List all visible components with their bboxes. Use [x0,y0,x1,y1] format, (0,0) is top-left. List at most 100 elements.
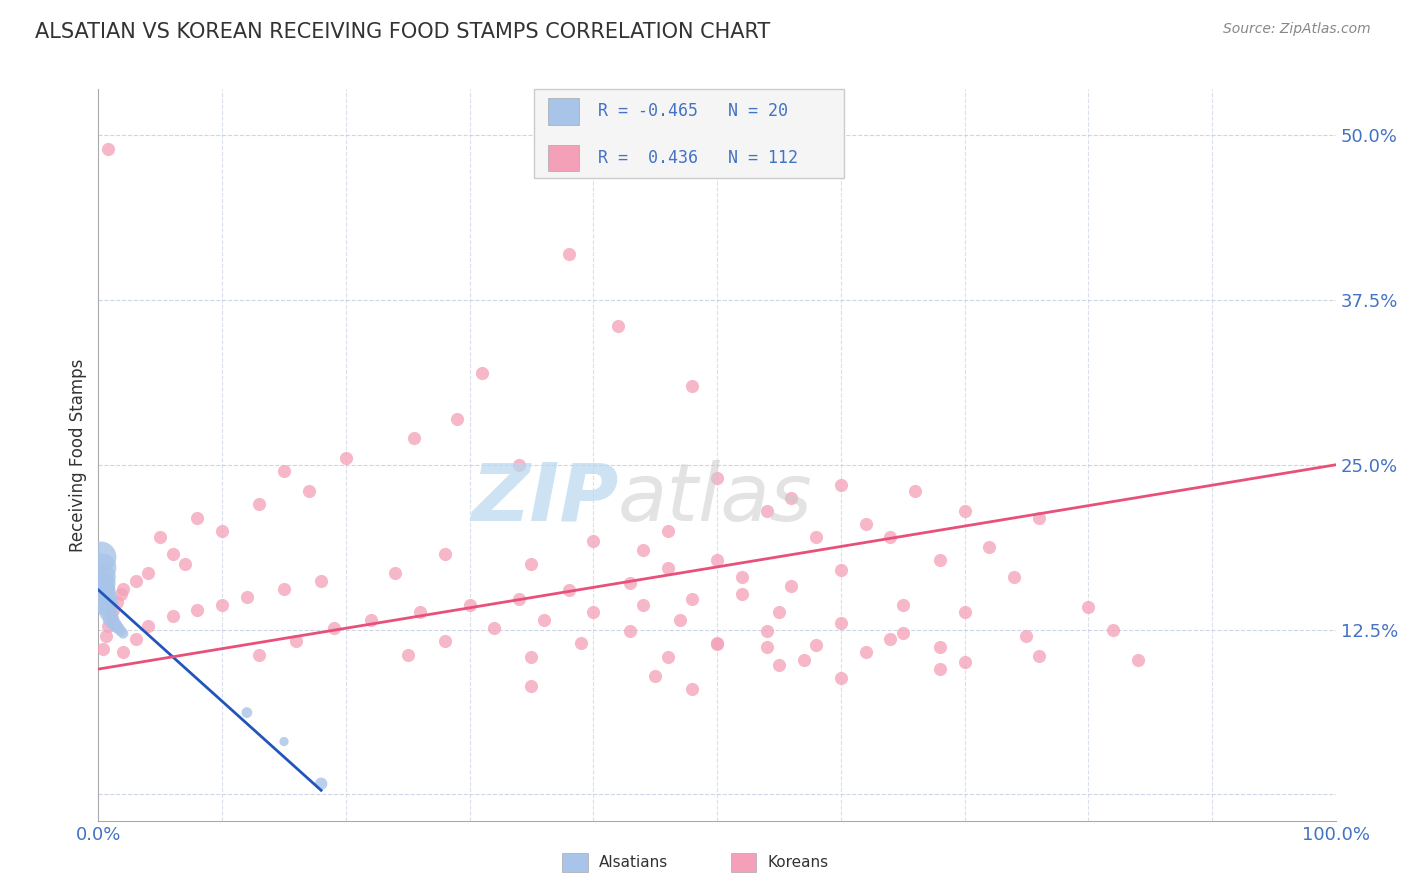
Point [236,590,259,604]
Point [520,679,543,693]
Point [855,517,877,532]
Point [124,574,146,588]
Point [93,576,115,591]
Point [402,432,425,446]
Point [186,603,208,617]
Point [100,596,122,610]
Point [891,598,914,612]
Point [458,598,481,612]
Point [631,598,654,612]
Point [112,626,135,640]
Point [409,606,432,620]
Point [335,451,357,466]
Text: atlas: atlas [619,459,813,538]
Point [780,579,803,593]
Point [657,650,679,665]
Point [93,570,115,584]
Point [804,530,827,544]
Point [928,640,950,654]
Point [285,634,308,648]
Point [186,510,208,524]
Point [360,613,382,627]
Point [105,595,128,609]
Point [211,598,233,612]
Point [928,552,950,566]
Point [508,592,530,607]
Point [136,566,159,580]
Point [731,570,754,584]
Point [103,615,125,630]
Point [768,658,790,673]
Point [112,582,135,596]
Point [149,530,172,544]
Point [569,636,592,650]
Point [107,621,129,635]
Point [309,574,332,588]
Point [247,497,270,511]
Point [247,648,270,662]
Point [830,671,852,685]
Point [830,615,852,630]
Point [855,645,877,659]
Point [112,645,135,659]
Point [706,636,728,650]
Point [669,613,692,627]
Point [533,613,555,627]
Point [273,464,295,478]
Text: Source: ZipAtlas.com: Source: ZipAtlas.com [1223,22,1371,37]
Point [793,653,815,667]
Text: ALSATIAN VS KOREAN RECEIVING FOOD STAMPS CORRELATION CHART: ALSATIAN VS KOREAN RECEIVING FOOD STAMPS… [35,22,770,42]
Point [755,624,778,638]
Point [97,618,120,632]
Point [904,484,927,499]
Point [1015,629,1038,643]
Y-axis label: Receiving Food Stamps: Receiving Food Stamps [69,359,87,551]
Point [174,557,197,571]
Point [619,576,641,591]
Point [1028,510,1050,524]
Point [1077,600,1099,615]
Point [520,557,543,571]
Point [681,378,703,392]
Text: R =  0.436   N = 112: R = 0.436 N = 112 [598,149,797,167]
Point [484,621,506,635]
Point [657,524,679,538]
Point [90,550,112,565]
Point [162,548,184,562]
Point [582,534,605,549]
Point [273,582,295,596]
Point [953,504,976,518]
Text: R = -0.465   N = 20: R = -0.465 N = 20 [598,103,787,120]
Point [433,634,456,648]
Text: ZIP: ZIP [471,459,619,538]
Point [211,524,233,538]
Point [384,566,406,580]
Point [508,458,530,472]
Point [768,606,790,620]
Point [91,560,114,574]
Point [706,637,728,651]
Point [110,624,132,638]
Point [780,491,803,505]
Point [928,662,950,676]
Point [681,592,703,607]
Point [136,618,159,632]
Point [804,638,827,652]
Text: Koreans: Koreans [768,855,828,870]
Point [104,618,127,632]
Point [93,592,115,607]
Point [94,582,117,597]
Point [94,629,117,643]
Point [1002,570,1025,584]
Point [557,582,579,597]
Point [879,632,901,646]
Point [100,612,122,626]
Point [322,621,344,635]
Point [309,777,332,791]
Text: Alsatians: Alsatians [599,855,668,870]
Point [1028,648,1050,663]
Point [557,247,579,261]
Point [433,548,456,562]
Point [100,609,122,624]
Point [1126,653,1149,667]
